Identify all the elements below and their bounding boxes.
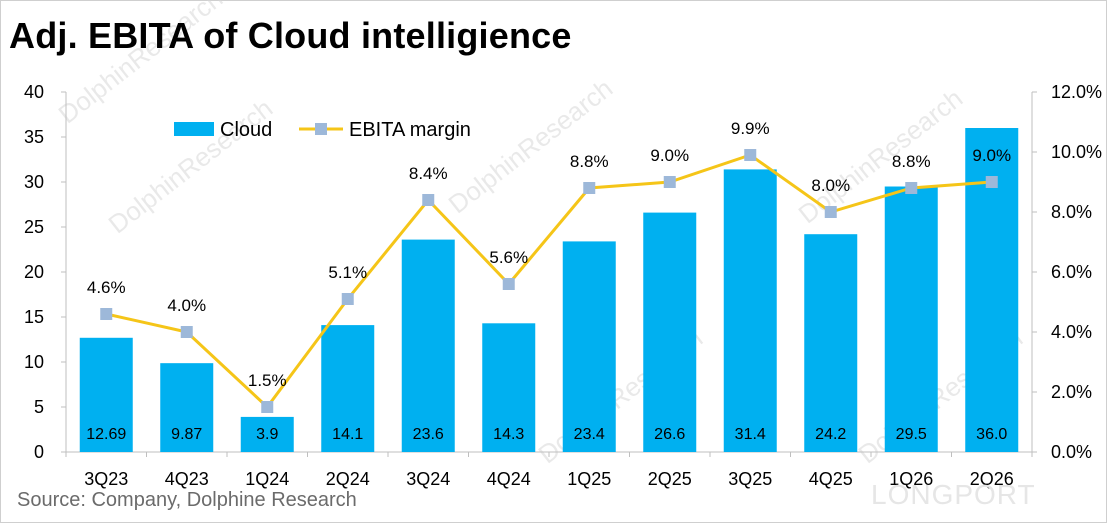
x-tick-label: 3Q25 xyxy=(728,469,772,489)
line-marker xyxy=(100,308,113,320)
bar-data-label: 9.87 xyxy=(171,426,202,443)
line-ebita-margin xyxy=(105,153,992,410)
line-data-label: 8.8% xyxy=(570,152,609,171)
y-right-tick-label: 0.0% xyxy=(1051,442,1092,462)
x-tick-label: 4Q24 xyxy=(487,469,531,489)
x-tick-label: 1Q26 xyxy=(889,469,933,489)
line-data-label: 4.6% xyxy=(87,278,126,297)
y-left-tick-label: 15 xyxy=(24,307,44,327)
bar-cloud xyxy=(562,241,616,452)
line-data-label: 4.0% xyxy=(167,296,206,315)
bar-cloud xyxy=(79,337,133,452)
bar-data-label: 29.5 xyxy=(896,426,927,443)
legend-label-ebita: EBITA margin xyxy=(349,119,471,141)
y-right-tick-label: 4.0% xyxy=(1051,322,1092,342)
data-labels: 12.69 9.87 3.9 14.1 23.6 14.3 23.4 26.6 31.4 24.2… xyxy=(86,119,1011,443)
bar-cloud xyxy=(804,234,858,452)
bar-data-label: 14.3 xyxy=(493,426,524,443)
line-data-label: 9.0% xyxy=(972,146,1011,165)
y-left-tick-label: 0 xyxy=(34,442,44,462)
corner-watermark: LONGPORT xyxy=(871,479,1036,510)
bar-series-cloud xyxy=(79,128,1019,452)
y-right-tick-label: 2.0% xyxy=(1051,382,1092,402)
legend-swatch-cloud xyxy=(174,122,214,136)
legend: Cloud EBITA margin xyxy=(174,119,471,141)
bar-data-label: 12.69 xyxy=(86,426,126,443)
bar-data-label: 3.9 xyxy=(256,426,278,443)
bar-data-label: 26.6 xyxy=(654,426,685,443)
line-data-label: 5.6% xyxy=(489,248,528,267)
y-left-tick-label: 30 xyxy=(24,172,44,192)
line-series-ebita-margin xyxy=(100,149,998,413)
line-marker xyxy=(502,278,515,290)
y-left-tick-label: 40 xyxy=(24,82,44,102)
x-tick-label: 4Q25 xyxy=(809,469,853,489)
line-data-label: 9.0% xyxy=(650,146,689,165)
y-right-tick-label: 8.0% xyxy=(1051,202,1092,222)
line-marker xyxy=(261,401,274,413)
line-marker xyxy=(180,326,193,338)
x-tick-label: 4Q23 xyxy=(165,469,209,489)
bar-cloud xyxy=(723,169,777,452)
bar-cloud xyxy=(160,363,214,452)
x-tick-label: 2Q25 xyxy=(648,469,692,489)
x-tick-label: 2Q26 xyxy=(970,469,1014,489)
x-tick-label: 1Q24 xyxy=(245,469,289,489)
chart-title: Adj. EBITA of Cloud intelligience xyxy=(9,15,572,56)
line-data-label: 8.8% xyxy=(892,152,931,171)
line-marker xyxy=(744,149,757,161)
y-left-tick-label: 10 xyxy=(24,352,44,372)
line-marker xyxy=(824,206,837,218)
line-marker xyxy=(905,182,918,194)
x-tick-label: 3Q23 xyxy=(84,469,128,489)
legend-marker-ebita xyxy=(315,123,327,135)
bar-cloud xyxy=(643,212,697,452)
bar-data-label: 23.4 xyxy=(574,426,605,443)
y-right-tick-label: 12.0% xyxy=(1051,82,1102,102)
bar-data-label: 23.6 xyxy=(413,426,444,443)
x-tick-label: 1Q25 xyxy=(567,469,611,489)
x-tick-label: 2Q24 xyxy=(326,469,370,489)
line-marker xyxy=(583,182,596,194)
line-marker xyxy=(422,194,435,206)
source-note: Source: Company, Dolphine Research xyxy=(17,489,357,511)
y-left-tick-label: 20 xyxy=(24,262,44,282)
line-marker xyxy=(663,176,676,188)
y-left-tick-label: 25 xyxy=(24,217,44,237)
line-data-label: 9.9% xyxy=(731,119,770,138)
bar-cloud xyxy=(321,325,375,452)
bar-cloud xyxy=(401,239,455,452)
y-left-tick-label: 35 xyxy=(24,127,44,147)
line-data-label: 1.5% xyxy=(248,371,287,390)
bar-data-label: 24.2 xyxy=(815,426,846,443)
bar-data-label: 14.1 xyxy=(332,426,363,443)
y-left-tick-label: 5 xyxy=(34,397,44,417)
bar-data-label: 31.4 xyxy=(735,426,766,443)
bar-cloud xyxy=(482,323,536,452)
line-data-label: 5.1% xyxy=(328,263,367,282)
y-right-tick-label: 6.0% xyxy=(1051,262,1092,282)
y-right-tick-label: 10.0% xyxy=(1051,142,1102,162)
bar-cloud xyxy=(884,186,938,452)
axes: 0 5 10 15 20 25 30 35 40 0.0% 2.0% 4.0% 6.0% 8.0% 10.0… xyxy=(24,82,1102,489)
bar-data-label: 36.0 xyxy=(976,426,1007,443)
line-data-label: 8.0% xyxy=(811,176,850,195)
line-marker xyxy=(985,176,998,188)
line-marker xyxy=(341,293,354,305)
bar-cloud xyxy=(240,416,294,452)
x-tick-label: 3Q24 xyxy=(406,469,450,489)
legend-label-cloud: Cloud xyxy=(220,119,272,141)
line-data-label: 8.4% xyxy=(409,164,448,183)
